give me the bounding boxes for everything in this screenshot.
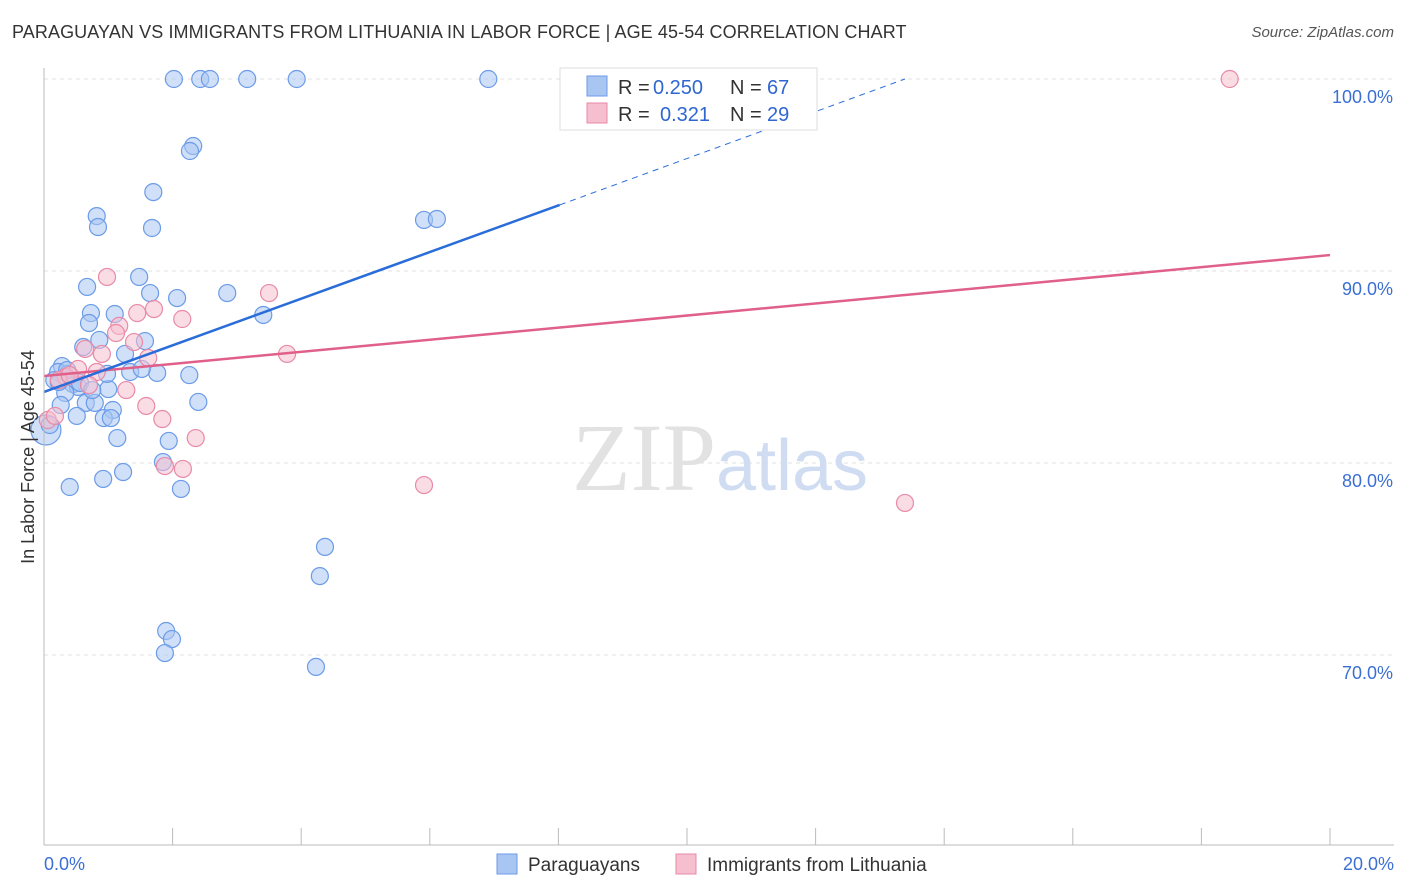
point-paraguayans [164,69,183,89]
point-lithuania [173,459,192,479]
legend-n-label: N = [730,77,762,99]
point-lithuania [45,406,65,426]
bottom-legend-swatch-paraguayans [496,853,518,875]
y-tick-label: 80.0% [1342,471,1393,491]
watermark: ZIPatlas [572,404,868,511]
legend: R = 0.250 N = 67 R = 0.321 N = 29 [559,67,818,131]
bottom-legend: Paraguayans Immigrants from Lithuania [496,853,927,876]
legend-r-label: R = [618,77,650,99]
point-lithuania [76,339,95,359]
point-paraguayans [180,365,199,385]
point-paraguayans [77,277,97,297]
point-paraguayans [67,406,86,426]
point-paraguayans [88,217,108,237]
point-lithuania [895,493,915,513]
bottom-legend-swatch-lithuania [675,853,697,875]
point-paraguayans [113,462,133,482]
trend-line-paraguayans [43,203,561,394]
point-paraguayans [108,428,127,448]
point-paraguayans [238,69,257,89]
y-axis-label: In Labor Force | Age 45-54 [18,350,38,564]
legend-n-label: N = [730,104,762,126]
point-paraguayans [171,479,191,499]
points-layer [30,69,1239,677]
point-lithuania [117,380,136,400]
point-paraguayans [479,69,498,89]
point-paraguayans [200,69,219,89]
point-paraguayans [60,477,79,497]
y-tick-label: 70.0% [1342,663,1393,683]
point-lithuania [92,344,111,364]
point-lithuania [106,323,126,343]
point-paraguayans [180,141,200,161]
chart-title: PARAGUAYAN VS IMMIGRANTS FROM LITHUANIA … [12,22,907,42]
point-lithuania [173,309,192,329]
x-tick-label-min: 0.0% [44,854,85,874]
point-lithuania [144,299,164,319]
point-paraguayans [99,379,118,399]
point-lithuania [259,283,279,303]
legend-r-label: R = [618,104,650,126]
legend-r-value: 0.321 [660,104,710,126]
point-paraguayans [168,288,187,308]
point-paraguayans [142,218,162,238]
point-lithuania [137,396,156,416]
trend-lines [43,78,1331,394]
point-lithuania [186,428,205,448]
point-lithuania [124,332,144,352]
point-paraguayans [101,408,120,428]
point-paraguayans [189,392,208,412]
point-paraguayans [94,469,113,489]
y-tick-label: 100.0% [1332,87,1393,107]
legend-n-value: 67 [767,77,789,99]
axes [43,68,1394,846]
point-lithuania [128,303,147,323]
y-tick-label: 90.0% [1342,279,1393,299]
point-paraguayans [144,182,163,202]
point-lithuania [153,409,172,429]
point-lithuania [1220,69,1239,89]
point-paraguayans [140,283,160,303]
point-paraguayans [310,566,329,586]
point-paraguayans [130,267,149,287]
x-tick-label-max: 20.0% [1343,854,1394,874]
bottom-legend-paraguayans: Paraguayans [528,855,640,876]
point-paraguayans [427,209,446,229]
bottom-legend-lithuania: Immigrants from Lithuania [707,855,927,876]
legend-n-value: 29 [767,104,789,126]
point-paraguayans [159,431,178,451]
point-lithuania [414,475,434,495]
grid [44,78,1394,656]
point-paraguayans [287,69,306,89]
legend-swatch-paraguayans [586,75,608,97]
source-label: Source: ZipAtlas.com [1251,24,1394,41]
point-paraguayans [79,313,99,333]
point-paraguayans [315,537,335,557]
point-paraguayans [218,283,237,303]
point-paraguayans [306,657,326,677]
point-lithuania [155,456,174,476]
point-lithuania [97,267,117,287]
point-paraguayans [155,643,174,663]
trend-line-lithuania [43,253,1331,378]
legend-r-value: 0.250 [653,77,703,99]
legend-swatch-lithuania [586,102,608,124]
y-tick-labels: 100.0% 90.0% 80.0% 70.0% [1332,87,1393,683]
